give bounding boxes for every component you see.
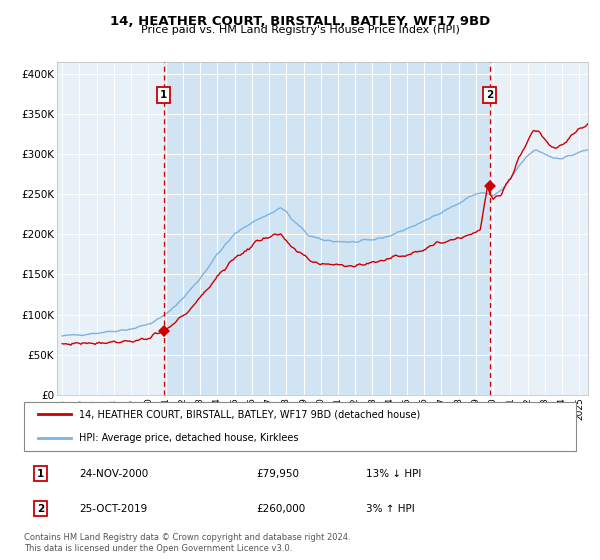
Text: 25-OCT-2019: 25-OCT-2019 bbox=[79, 504, 148, 514]
Text: 24-NOV-2000: 24-NOV-2000 bbox=[79, 469, 148, 479]
Text: 14, HEATHER COURT, BIRSTALL, BATLEY, WF17 9BD: 14, HEATHER COURT, BIRSTALL, BATLEY, WF1… bbox=[110, 15, 490, 27]
FancyBboxPatch shape bbox=[24, 402, 576, 451]
Text: 1: 1 bbox=[37, 469, 44, 479]
Text: 1: 1 bbox=[160, 90, 167, 100]
Text: £260,000: £260,000 bbox=[256, 504, 305, 514]
Text: HPI: Average price, detached house, Kirklees: HPI: Average price, detached house, Kirk… bbox=[79, 433, 299, 443]
Text: Price paid vs. HM Land Registry's House Price Index (HPI): Price paid vs. HM Land Registry's House … bbox=[140, 25, 460, 35]
Text: 3% ↑ HPI: 3% ↑ HPI bbox=[366, 504, 415, 514]
Text: 14, HEATHER COURT, BIRSTALL, BATLEY, WF17 9BD (detached house): 14, HEATHER COURT, BIRSTALL, BATLEY, WF1… bbox=[79, 409, 421, 419]
Bar bbox=[164, 62, 490, 395]
Text: 13% ↓ HPI: 13% ↓ HPI bbox=[366, 469, 422, 479]
Text: £79,950: £79,950 bbox=[256, 469, 299, 479]
Text: 2: 2 bbox=[37, 504, 44, 514]
Text: 2: 2 bbox=[486, 90, 493, 100]
Text: Contains HM Land Registry data © Crown copyright and database right 2024.
This d: Contains HM Land Registry data © Crown c… bbox=[24, 533, 350, 553]
